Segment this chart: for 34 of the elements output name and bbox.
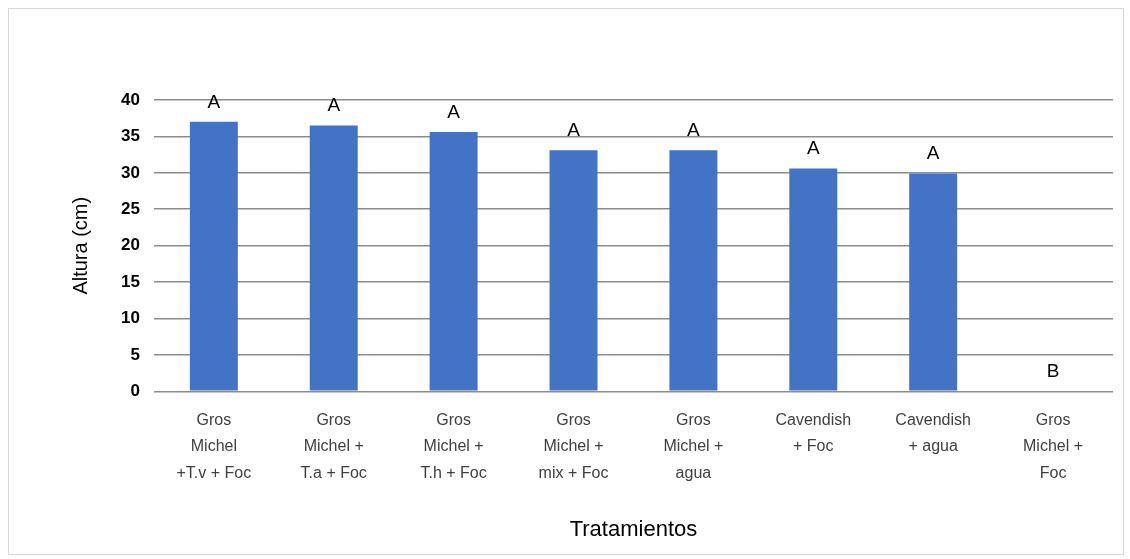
annotation: A xyxy=(327,94,341,116)
bar xyxy=(669,150,718,391)
y-axis-title: Altura (cm) xyxy=(68,196,91,295)
y-tick-label: 0 xyxy=(130,381,140,401)
y-tick-label: 35 xyxy=(120,126,140,146)
bar xyxy=(549,150,598,391)
x-tick-label: Cavendish + Foc xyxy=(775,411,852,455)
x-tick-label: Gros Michel + Foc xyxy=(1023,411,1084,481)
y-tick-label: 25 xyxy=(120,198,140,218)
y-tick-label: 20 xyxy=(120,235,140,255)
bar xyxy=(309,125,358,391)
y-tick-label: 10 xyxy=(120,308,140,328)
annotation: A xyxy=(207,90,221,112)
bar xyxy=(429,132,478,391)
annotation: B xyxy=(1046,360,1060,382)
annotation: A xyxy=(447,100,461,122)
x-tick-label: Gros Michel + T.h + Foc xyxy=(420,411,487,481)
bar xyxy=(789,168,838,391)
y-tick-label: 40 xyxy=(120,89,140,109)
x-tick-label: Gros Michel +T.v + Foc xyxy=(176,411,252,481)
y-tick-label: 5 xyxy=(130,344,140,364)
bar xyxy=(189,121,238,391)
annotation: A xyxy=(687,119,701,140)
annotation: A xyxy=(926,142,940,164)
annotation: A xyxy=(806,137,820,159)
y-tick-label: 15 xyxy=(120,271,140,291)
y-tick-label: 30 xyxy=(120,162,140,182)
bar xyxy=(909,173,958,391)
x-tick-label: Gros Michel + T.a + Foc xyxy=(300,411,367,481)
annotation: A xyxy=(567,119,581,140)
x-tick-label: Gros Michel + agua xyxy=(663,411,724,481)
x-axis-title: Tratamientos xyxy=(569,515,698,541)
x-tick-label: Cavendish + agua xyxy=(895,411,971,455)
x-tick-label: Gros Michel + mix + Foc xyxy=(538,411,609,481)
